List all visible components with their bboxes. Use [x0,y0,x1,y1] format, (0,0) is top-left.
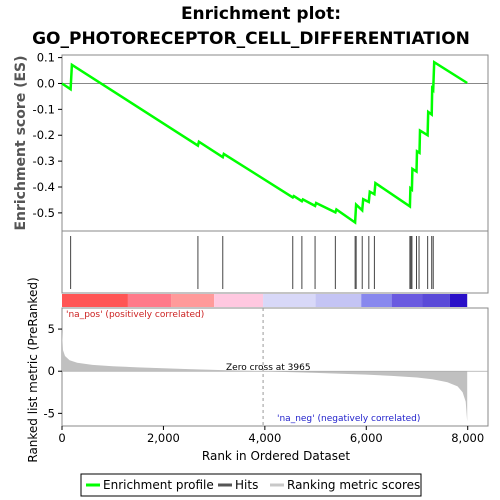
es-y-tick-label: -0.4 [33,180,55,194]
color-bar-segment [171,294,215,307]
es-y-tick-label: 0.0 [37,76,55,90]
metric-y-axis-label: Ranked list metric (PreRanked) [26,277,40,462]
legend-label-hits: Hits [235,478,258,492]
x-tick-label: 2,000 [147,431,180,445]
color-bar-segment [391,294,423,307]
color-bar-segment [214,294,264,307]
hits-panel-frame [61,230,489,294]
legend: Enrichment profile Hits Ranking metric s… [80,473,422,497]
color-bar-segment [449,294,468,307]
es-y-axis-label: Enrichment score (ES) [13,55,29,230]
metric-y-ticks: 5 0 -5 [44,322,62,420]
metric-y-tick-label: 0 [48,364,55,378]
positive-correlation-label: 'na_pos' (positively correlated) [66,310,204,320]
legend-frame [80,473,422,497]
metric-panel: 50-5 'na_pos' (positively correlated) 'n… [26,277,489,463]
hit-marks [70,236,434,289]
color-bar-segment [62,294,128,307]
x-tick-label: 8,000 [451,431,484,445]
metric-panel-frame [61,307,489,427]
color-bar-segment [422,294,450,307]
es-y-tick-label: -0.1 [33,102,55,116]
negative-correlation-label: 'na_neg' (negatively correlated) [277,414,420,424]
x-tick-label: 6,000 [350,431,383,445]
enrichment-profile-line [61,59,468,225]
x-tick-label: 0 [58,431,65,445]
es-panel-frame [61,54,489,232]
es-y-tick-label: 0.1 [37,51,55,65]
es-y-ticks: 0.1 0.0 -0.1 -0.2 -0.3 -0.4 -0.5 [33,51,62,220]
es-y-tick-label: -0.3 [33,154,55,168]
metric-y-tick-label: 5 [48,322,55,336]
hits-panel [61,230,489,294]
legend-label-ranking-metric: Ranking metric scores [287,478,420,492]
x-axis-ticks: 0 2,000 4,000 6,000 8,000 [58,426,484,445]
chart-title-line1: Enrichment plot: [181,4,341,24]
color-bar-segment [127,294,172,307]
metric-y-tick-label: -5 [44,406,55,420]
es-y-tick-label: -0.5 [33,206,55,220]
x-axis-label: Rank in Ordered Dataset [202,449,350,463]
es-y-tick-label: -0.2 [33,128,55,142]
color-bar-segment [361,294,392,307]
legend-label-enrichment-profile: Enrichment profile [103,478,214,492]
zero-cross-label: Zero cross at 3965 [226,363,311,373]
x-tick-label: 4,000 [248,431,281,445]
es-panel: 0.1 0.0 -0.1 -0.2 -0.3 -0.4 -0.5 Enrichment sc… [13,51,489,232]
ranking-color-bar [62,294,468,307]
color-bar-segment [315,294,362,307]
chart-title-line2: GO_PHOTORECEPTOR_CELL_DIFFERENTIATION [32,29,470,49]
color-bar-segment [263,294,316,307]
